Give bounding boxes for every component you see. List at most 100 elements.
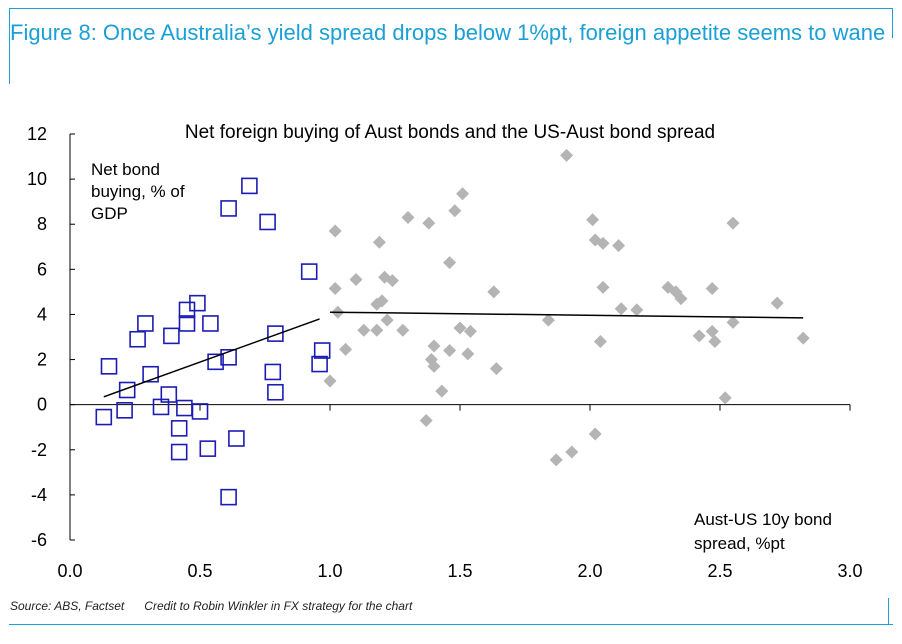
figure-title: Figure 8: Once Australia’s yield spread … bbox=[10, 20, 886, 45]
diamond-point bbox=[560, 148, 574, 162]
diamond-point bbox=[593, 335, 607, 349]
diamond-point bbox=[443, 256, 457, 270]
diamond-point bbox=[380, 313, 394, 327]
frame-right-rule bbox=[892, 8, 893, 38]
scatter-chart: -6 -4 -2 0 2 4 6 8 10 12 0.0 0.5 1.0 1.5 2.0 2.5 3.0 Net … bbox=[27, 122, 863, 581]
y-tick-label: 4 bbox=[37, 304, 47, 324]
y-tick-label: 6 bbox=[37, 259, 47, 279]
y-tick-label: 10 bbox=[27, 169, 47, 189]
diamond-point bbox=[726, 315, 740, 329]
square-point bbox=[267, 383, 284, 401]
square-point bbox=[313, 342, 331, 359]
diamond-point bbox=[596, 280, 610, 294]
diamond-point bbox=[323, 374, 337, 388]
square-point bbox=[189, 294, 206, 312]
y-tick-label: 0 bbox=[37, 395, 47, 415]
diamond-point bbox=[448, 204, 462, 218]
trend-line bbox=[329, 311, 804, 319]
diamond-point bbox=[796, 331, 810, 345]
diamond-point bbox=[705, 324, 719, 338]
diamond-point bbox=[614, 302, 628, 316]
x-tick-label: 3.0 bbox=[837, 561, 862, 581]
square-point bbox=[264, 363, 282, 381]
diamond-point bbox=[422, 216, 436, 230]
diamond-point bbox=[770, 296, 784, 310]
square-point bbox=[220, 488, 237, 506]
square-point bbox=[300, 263, 318, 280]
square-point bbox=[199, 440, 217, 457]
frame-right-bottom-rule bbox=[888, 598, 889, 624]
y-tick-label: 2 bbox=[37, 350, 47, 370]
diamond-point bbox=[328, 282, 342, 296]
frame-top-rule bbox=[9, 8, 893, 9]
x-axis-label: spread, %pt bbox=[694, 534, 785, 553]
x-tick-label: 1.0 bbox=[317, 561, 342, 581]
diamond-point bbox=[489, 362, 503, 376]
square-point bbox=[259, 213, 276, 231]
diamond-point bbox=[692, 329, 706, 343]
diamond-point bbox=[565, 445, 579, 459]
square-point bbox=[163, 327, 180, 345]
x-tick-label: 2.0 bbox=[577, 561, 602, 581]
diamond-point bbox=[435, 384, 449, 398]
source-note: Source: ABS, Factset Credit to Robin Win… bbox=[10, 599, 412, 613]
y-tick-label: -4 bbox=[31, 485, 47, 505]
square-point bbox=[170, 420, 188, 437]
diamond-point bbox=[726, 216, 740, 230]
square-point bbox=[170, 443, 188, 461]
diamond-point bbox=[385, 274, 399, 288]
square-point bbox=[95, 408, 113, 426]
square-point bbox=[137, 315, 154, 332]
diamond-point bbox=[370, 323, 384, 337]
x-tick-label: 0.5 bbox=[187, 561, 212, 581]
square-point bbox=[241, 177, 258, 195]
x-tick-label: 2.5 bbox=[707, 561, 732, 581]
square-point bbox=[129, 330, 146, 348]
frame-bottom-rule bbox=[9, 624, 893, 625]
square-point bbox=[160, 386, 178, 403]
square-point bbox=[178, 315, 196, 332]
diamond-point bbox=[453, 321, 467, 335]
y-axis-label: Net bond bbox=[91, 160, 160, 179]
square-point bbox=[220, 200, 237, 217]
x-axis-label: Aust-US 10y bond bbox=[694, 510, 832, 529]
diamond-point bbox=[463, 324, 477, 338]
diamond-point bbox=[630, 303, 644, 317]
diamond-point bbox=[612, 239, 626, 253]
square-point bbox=[100, 358, 118, 375]
diamond-point bbox=[427, 339, 441, 353]
square-point bbox=[228, 430, 245, 447]
diamond-point bbox=[596, 236, 610, 250]
y-axis-label: buying, % of bbox=[91, 182, 185, 201]
chart-title: Net foreign buying of Aust bonds and the… bbox=[185, 122, 715, 143]
y-tick-label: -2 bbox=[31, 440, 47, 460]
diamond-point bbox=[549, 453, 563, 467]
diamond-point bbox=[586, 213, 600, 227]
diamond-point bbox=[396, 323, 410, 337]
square-point bbox=[202, 315, 219, 332]
diamond-point bbox=[401, 210, 415, 224]
diamond-point bbox=[461, 347, 475, 361]
credit-text: Credit to Robin Winkler in FX strategy f… bbox=[144, 599, 413, 613]
square-point bbox=[220, 348, 237, 366]
diamond-point bbox=[375, 294, 389, 308]
diamond-point bbox=[349, 272, 363, 286]
diamond-point bbox=[456, 187, 470, 201]
trend-line bbox=[103, 318, 320, 398]
diamond-point bbox=[674, 292, 688, 306]
x-tick-label: 1.5 bbox=[447, 561, 472, 581]
diamond-point bbox=[588, 427, 602, 441]
square-point bbox=[118, 381, 136, 399]
diamond-point bbox=[357, 323, 371, 337]
y-tick-label: 8 bbox=[37, 214, 47, 234]
square-point bbox=[207, 353, 224, 371]
y-axis-label: GDP bbox=[91, 204, 128, 223]
diamond-point bbox=[427, 359, 441, 373]
diamond-point bbox=[708, 335, 722, 349]
square-point bbox=[311, 355, 328, 373]
diamond-point bbox=[372, 235, 386, 249]
diamond-point bbox=[339, 342, 353, 356]
square-point bbox=[142, 365, 159, 383]
y-tick-label: -6 bbox=[31, 530, 47, 550]
diamond-point bbox=[541, 313, 555, 327]
